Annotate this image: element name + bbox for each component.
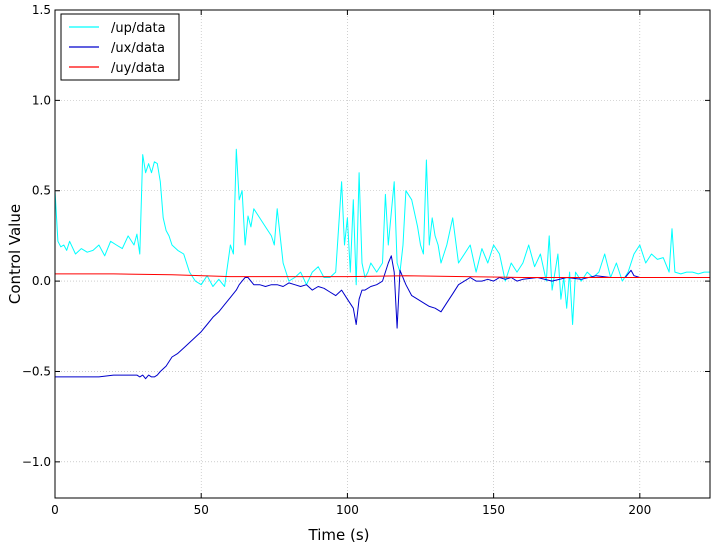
series-line-0 [55, 148, 710, 325]
x-tick-label: 100 [336, 503, 359, 517]
series-line-2 [55, 273, 710, 278]
y-tick-label: 1.0 [32, 93, 51, 107]
x-axis-title: Time (s) [308, 526, 370, 544]
legend-label: /ux/data [111, 41, 165, 56]
x-tick-label: 0 [51, 503, 59, 517]
legend: /up/data/ux/data/uy/data [60, 13, 180, 81]
y-tick-label: 0.0 [32, 274, 51, 288]
series-line-1 [55, 255, 710, 380]
legend-label: /up/data [111, 21, 166, 36]
y-tick-label: −0.5 [22, 364, 51, 378]
axis-ticks: 0 50 100 150 200 −1.0 −0.5 0.0 0.5 1.0 1.5 [22, 3, 710, 517]
legend-label: /uy/data [111, 61, 165, 76]
x-tick-label: 150 [482, 503, 505, 517]
y-axis-title: Control Value [6, 204, 24, 304]
x-tick-label: 200 [628, 503, 651, 517]
y-tick-label: 0.5 [32, 184, 51, 198]
plot-frame [54, 9, 711, 499]
series-group [55, 148, 710, 380]
y-tick-label: 1.5 [32, 3, 51, 17]
y-tick-label: −1.0 [22, 455, 51, 469]
x-tick-label: 50 [194, 503, 209, 517]
